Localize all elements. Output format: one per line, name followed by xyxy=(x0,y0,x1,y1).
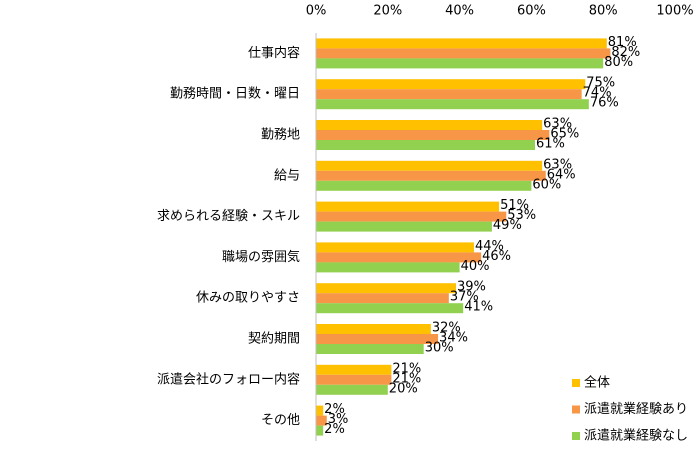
bar xyxy=(316,303,464,314)
value-label: 21% xyxy=(392,361,421,376)
value-label: 39% xyxy=(457,280,486,295)
value-label: 49% xyxy=(493,218,522,233)
bar xyxy=(316,374,392,385)
value-label: 63% xyxy=(543,157,572,172)
value-label: 41% xyxy=(464,300,493,315)
bar xyxy=(316,160,543,171)
y-tick-label: 勤務地 xyxy=(261,128,300,143)
bar xyxy=(316,364,392,375)
value-label: 34% xyxy=(439,331,468,346)
bar xyxy=(316,201,500,212)
bar xyxy=(316,415,327,426)
bar xyxy=(316,120,543,130)
bar xyxy=(316,344,424,354)
value-label: 61% xyxy=(536,137,565,152)
bar xyxy=(316,58,604,69)
y-tick-label: その他 xyxy=(261,413,300,428)
bar xyxy=(316,79,586,90)
value-label: 76% xyxy=(590,96,619,111)
value-label: 63% xyxy=(543,117,572,132)
bar xyxy=(316,99,589,110)
value-label: 44% xyxy=(475,239,504,254)
x-tick-label: 20% xyxy=(373,4,402,19)
bar xyxy=(316,221,492,232)
value-label: 32% xyxy=(432,321,461,336)
bar xyxy=(316,262,460,273)
x-tick-label: 60% xyxy=(517,4,546,19)
value-label: 53% xyxy=(507,208,536,223)
legend-label: 派遣就業経験なし xyxy=(584,428,688,444)
x-tick-label: 100% xyxy=(656,4,693,19)
value-label: 40% xyxy=(461,259,490,274)
value-label: 60% xyxy=(532,177,561,192)
bar xyxy=(316,140,535,150)
legend-swatch xyxy=(572,379,580,387)
bar xyxy=(316,252,482,263)
bar xyxy=(316,170,546,181)
value-label: 21% xyxy=(392,371,421,386)
value-label: 3% xyxy=(328,412,349,427)
bar xyxy=(316,130,550,140)
value-label: 75% xyxy=(586,76,615,91)
value-label: 2% xyxy=(324,402,345,417)
bar xyxy=(316,242,474,253)
bar xyxy=(316,293,449,304)
y-tick-label: 派遣会社のフォロー内容 xyxy=(157,371,300,387)
value-label: 46% xyxy=(482,249,511,264)
value-label: 64% xyxy=(547,167,576,182)
y-tick-label: 休みの取りやすさ xyxy=(196,291,300,306)
y-tick-label: 職場の雰囲気 xyxy=(222,249,300,265)
x-tick-label: 0% xyxy=(306,4,327,19)
legend-swatch xyxy=(572,432,580,440)
bar xyxy=(316,405,324,416)
x-tick-label: 40% xyxy=(445,4,474,19)
bar xyxy=(316,48,611,59)
value-label: 81% xyxy=(608,35,637,50)
value-label: 65% xyxy=(550,127,579,142)
bar xyxy=(316,211,507,222)
bar xyxy=(316,425,324,436)
value-label: 30% xyxy=(425,341,454,356)
y-tick-label: 契約期間 xyxy=(248,332,300,347)
y-tick-label: 勤務時間・日数・曜日 xyxy=(170,87,300,102)
value-label: 37% xyxy=(450,290,479,305)
value-label: 20% xyxy=(389,381,418,396)
legend-label: 派遣就業経験あり xyxy=(584,401,688,417)
value-label: 82% xyxy=(611,45,640,60)
value-label: 51% xyxy=(500,198,529,213)
value-label: 74% xyxy=(583,86,612,101)
x-tick-label: 80% xyxy=(589,4,618,19)
legend-label: 全体 xyxy=(584,375,610,391)
y-tick-label: 仕事内容 xyxy=(248,45,300,61)
y-tick-label: 給与 xyxy=(274,168,300,183)
bar xyxy=(316,324,431,334)
bar xyxy=(316,180,532,191)
bar xyxy=(316,38,607,49)
bar xyxy=(316,89,582,100)
y-tick-label: 求められる経験・スキル xyxy=(157,209,300,224)
legend-swatch xyxy=(572,405,580,414)
bar xyxy=(316,334,439,344)
bar xyxy=(316,384,388,395)
bar xyxy=(316,283,457,294)
value-label: 80% xyxy=(604,55,633,70)
value-label: 2% xyxy=(324,422,345,437)
